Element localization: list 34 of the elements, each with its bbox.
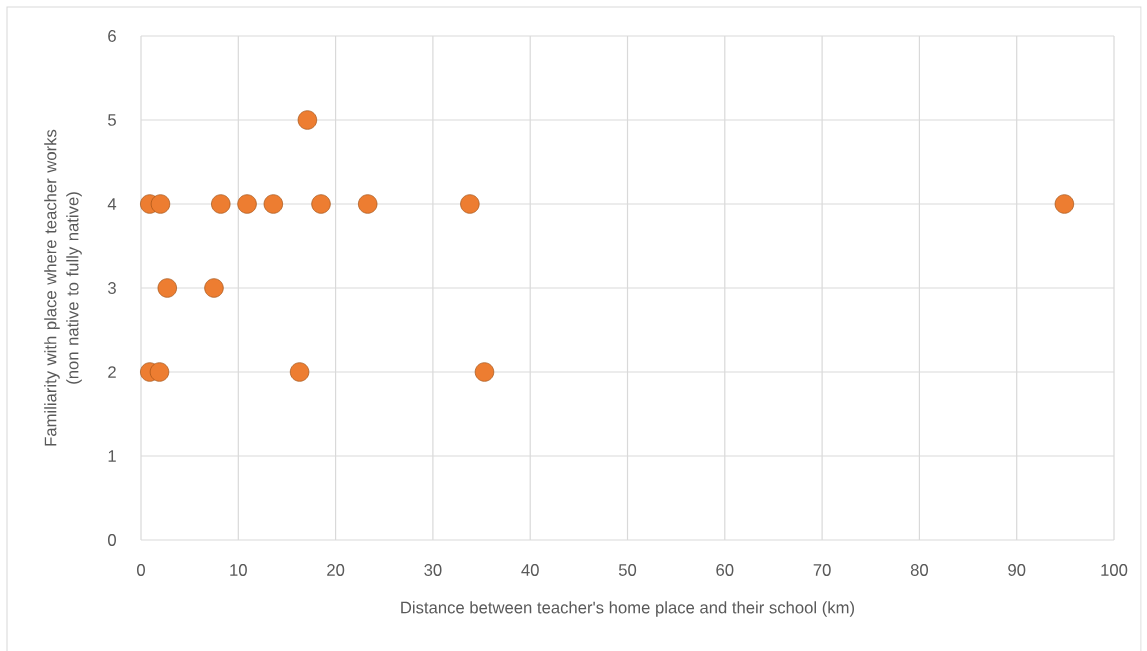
x-tick-label: 60 — [716, 564, 734, 576]
point — [237, 194, 257, 214]
point — [149, 362, 170, 382]
point — [211, 194, 231, 214]
point — [358, 194, 378, 214]
point — [263, 194, 284, 214]
x-tick-label: 80 — [910, 564, 929, 576]
x-tick-label: 70 — [813, 564, 831, 576]
point — [1054, 194, 1075, 214]
y-tick-label: 6 — [108, 30, 116, 42]
y-tick-label: 3 — [108, 282, 116, 294]
x-tick-label: 10 — [230, 564, 247, 576]
point — [460, 194, 480, 214]
point — [474, 362, 495, 382]
y-tick-label: 5 — [108, 114, 116, 126]
y-tick-label: 1 — [108, 450, 116, 462]
y-tick-label: 4 — [107, 198, 117, 210]
y-axis-title: Familiarity with place where teacher works (non native to fully native) — [44, 129, 82, 446]
x-tick-label: 100 — [1101, 564, 1128, 576]
y-tick-label: 0 — [108, 534, 116, 546]
point — [157, 278, 177, 298]
point — [297, 110, 318, 130]
y-tick-label: 2 — [108, 366, 116, 378]
point — [311, 194, 331, 214]
x-tick-label: 40 — [521, 564, 539, 576]
x-tick-label: 50 — [618, 564, 637, 576]
point — [204, 278, 224, 298]
x-axis-title: Distance between teacher's home place and their school (km) — [401, 601, 855, 617]
point — [150, 194, 171, 214]
x-tick-label: 30 — [424, 564, 442, 576]
x-tick-label: 20 — [327, 564, 345, 576]
point — [289, 362, 310, 382]
x-tick-label: 0 — [137, 564, 145, 576]
x-tick-label: 90 — [1008, 564, 1026, 576]
